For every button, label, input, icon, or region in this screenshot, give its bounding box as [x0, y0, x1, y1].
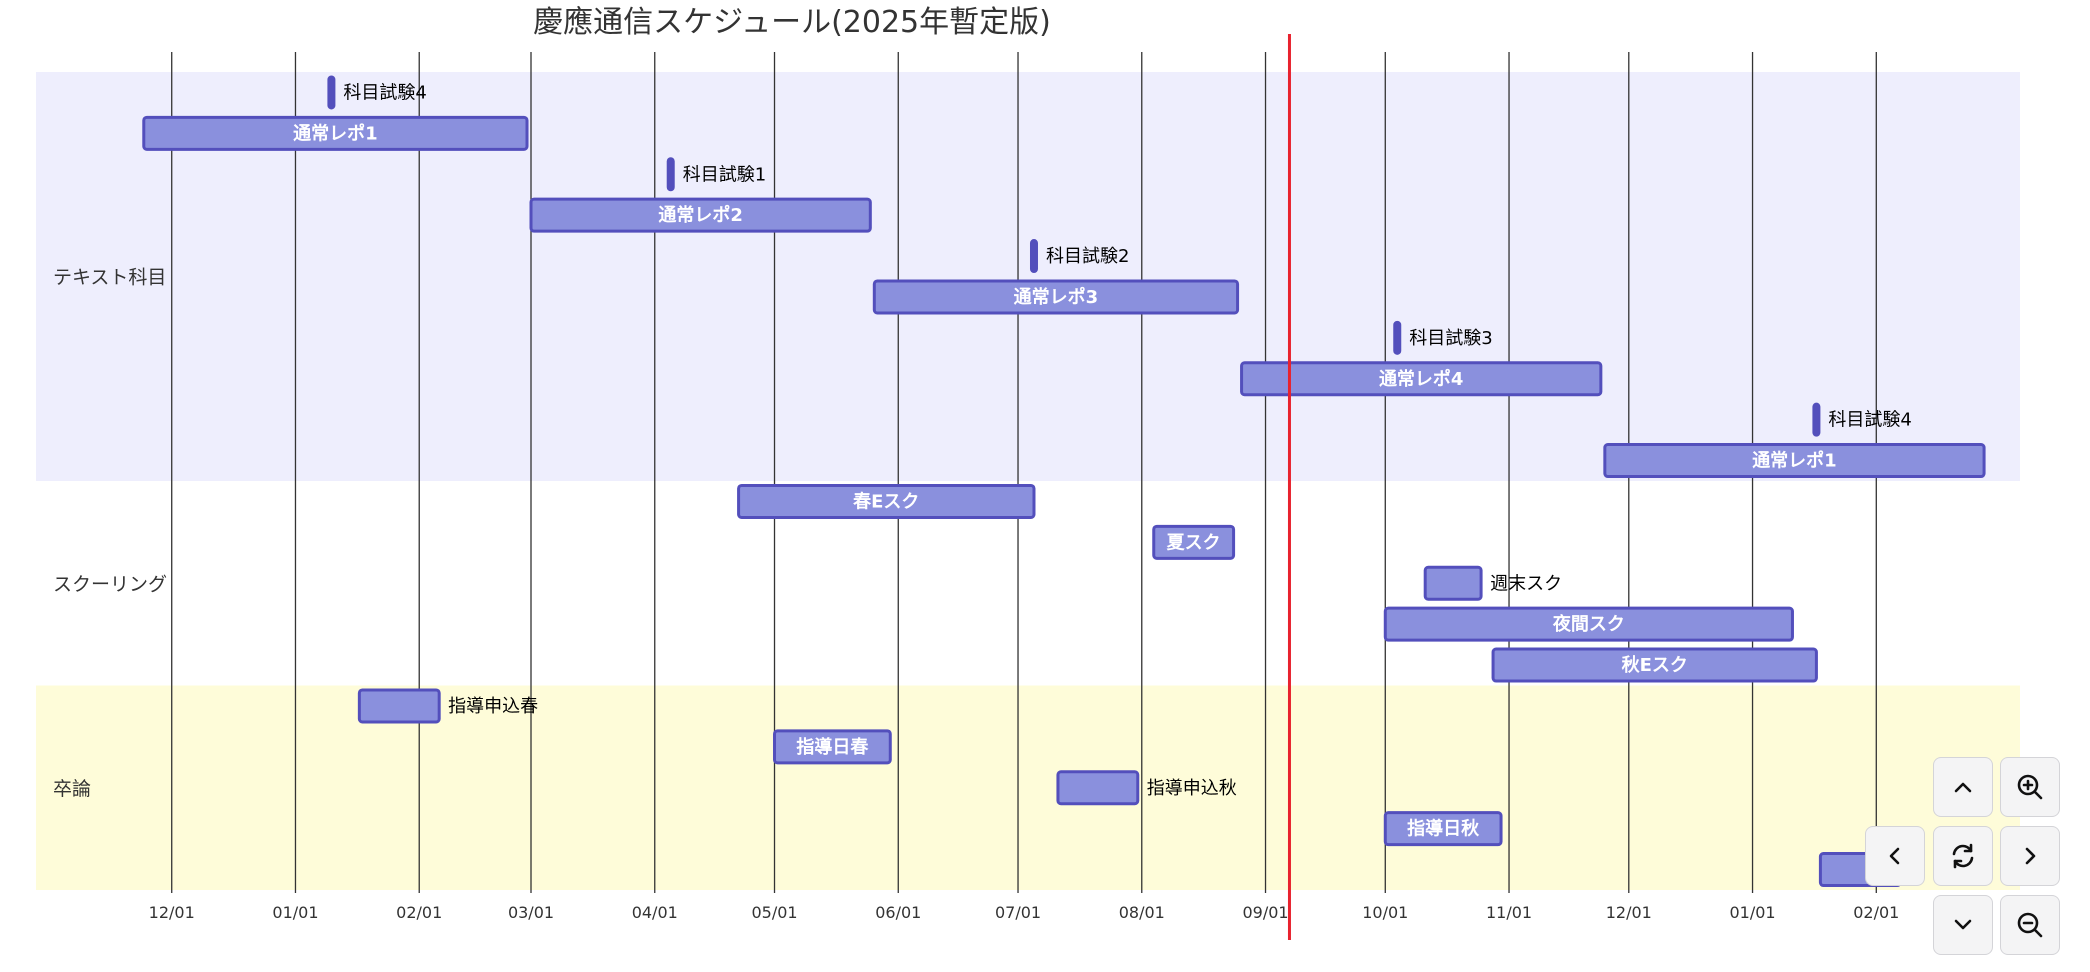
task-label: 科目試験4 [343, 82, 426, 103]
milestone-marker [1812, 402, 1821, 437]
task-label: 通常レポ3 [1014, 286, 1099, 308]
task-label: 科目試験1 [683, 164, 766, 185]
task-label: 春Eスク [853, 490, 919, 512]
task-bars: 科目試験4 通常レポ1 科目試験1 通常レポ2 科目試験2 通常レポ3 科目試験3 通常レポ4… [142, 75, 1986, 888]
task-label: 指導日秋 [1407, 818, 1480, 840]
x-tick-label: 05/01 [751, 903, 797, 922]
refresh-icon [1952, 843, 1974, 869]
milestone-marker [1029, 239, 1038, 274]
task-bar [1603, 443, 1986, 479]
section-label: テキスト科目 [53, 267, 166, 289]
task-label: 通常レポ4 [1379, 368, 1464, 390]
task-bar [1152, 524, 1236, 560]
section-label: 卒論 [53, 778, 91, 800]
task-bar [357, 688, 441, 724]
x-tick-label: 12/01 [149, 903, 195, 922]
task-label: 科目試験3 [1409, 328, 1492, 349]
pan-left-button[interactable] [1865, 826, 1925, 886]
task-label: 週末スク [1490, 573, 1562, 594]
task-label: 通常レポ1 [293, 122, 378, 144]
x-tick-label: 09/01 [1242, 903, 1288, 922]
task-bar [1383, 811, 1503, 847]
milestone-marker [666, 157, 675, 192]
section-band [36, 685, 2020, 890]
task-label: 秋Eスク [1622, 654, 1688, 676]
zoom-in-icon [2017, 774, 2043, 800]
task-bar [1383, 606, 1794, 642]
task-bar [872, 279, 1240, 315]
task-bar [1423, 565, 1483, 601]
task-bar [142, 115, 529, 151]
task-label: 指導申込秋 [1147, 778, 1237, 799]
x-tick-label: 10/01 [1362, 903, 1408, 922]
x-tick-label: 12/01 [1606, 903, 1652, 922]
zoom-out-button[interactable] [2000, 895, 2060, 955]
task-bar [1240, 361, 1603, 397]
chevron-down-icon [1954, 919, 1972, 930]
reset-view-button[interactable] [1933, 826, 1993, 886]
x-tick-label: 03/01 [508, 903, 554, 922]
task-label: 通常レポ1 [1752, 450, 1837, 472]
task-bar [773, 729, 892, 765]
x-tick-label: 07/01 [995, 903, 1041, 922]
task-bar [1491, 647, 1818, 683]
milestone-marker [1393, 320, 1402, 355]
task-bar [1056, 770, 1140, 806]
zoom-in-button[interactable] [2000, 757, 2060, 817]
x-tick-label: 08/01 [1119, 903, 1165, 922]
milestone-marker [327, 75, 336, 110]
task-label: 夜間スク [1552, 613, 1625, 635]
zoom-out-icon [2017, 912, 2043, 938]
chevron-left-icon [1889, 847, 1900, 865]
x-tick-label: 01/01 [272, 903, 318, 922]
task-bar [529, 197, 872, 233]
x-tick-label: 06/01 [875, 903, 921, 922]
chevron-right-icon [2025, 847, 2036, 865]
task-label: 通常レポ2 [658, 204, 743, 226]
section-label: スクーリング [53, 573, 167, 595]
task-label: 指導日春 [796, 736, 869, 758]
x-tick-label: 02/01 [1853, 903, 1899, 922]
task-label: 夏スク [1167, 532, 1221, 553]
chevron-up-icon [1954, 782, 1972, 793]
task-label: 科目試験2 [1046, 246, 1129, 267]
task-bar [737, 483, 1036, 519]
pan-down-button[interactable] [1933, 895, 1993, 955]
x-tick-label: 02/01 [396, 903, 442, 922]
task-label: 指導申込春 [448, 696, 538, 717]
chart-title: 慶應通信スケジュール(2025年暫定版) [533, 5, 1051, 40]
x-tick-label: 01/01 [1729, 903, 1775, 922]
grid-lines [171, 52, 1877, 893]
task-label: 科目試験4 [1828, 410, 1911, 431]
pan-up-button[interactable] [1933, 757, 1993, 817]
x-tick-label: 11/01 [1486, 903, 1532, 922]
x-axis: 12/01 01/01 02/01 03/01 04/01 05/01 06/01 07/01… [149, 903, 1900, 922]
pan-right-button[interactable] [2000, 826, 2060, 886]
x-tick-label: 04/01 [632, 903, 678, 922]
